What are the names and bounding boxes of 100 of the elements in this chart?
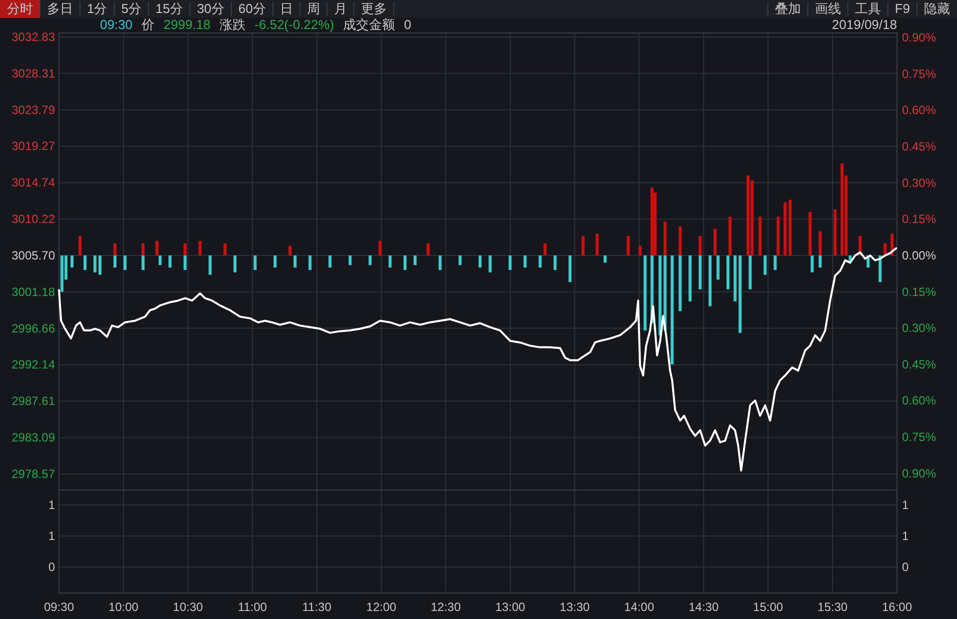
bar <box>124 255 127 270</box>
bar <box>582 236 585 256</box>
bar <box>142 255 145 270</box>
bar <box>678 255 682 312</box>
text: 15分 <box>155 1 183 16</box>
x-tick-label: 12:00 <box>366 600 397 614</box>
y2-tick-label: 0.30% <box>902 321 936 336</box>
x-tick-label: 11:30 <box>302 600 332 614</box>
text: 分时 <box>7 1 33 16</box>
text: 多日 <box>47 1 73 16</box>
text: 2999.18 <box>164 17 211 32</box>
bar <box>348 255 352 266</box>
bar <box>93 255 96 272</box>
bar <box>698 236 702 256</box>
y-tick-label: 2992.14 <box>12 358 56 372</box>
bar <box>776 216 780 256</box>
bar <box>544 243 547 256</box>
bar <box>508 255 512 270</box>
bar <box>878 255 882 282</box>
text: 隐藏 <box>924 1 950 16</box>
bar <box>834 209 837 256</box>
y-tick-label: 3019.27 <box>12 139 56 154</box>
bar <box>764 255 767 275</box>
bar <box>818 255 822 268</box>
x-tick-label: 15:30 <box>818 600 848 614</box>
bar <box>98 255 102 275</box>
bar <box>426 243 430 256</box>
bar <box>414 255 417 266</box>
bar <box>884 243 887 256</box>
text: 60分 <box>238 1 266 16</box>
bar <box>658 255 662 336</box>
bar <box>604 255 607 263</box>
bar <box>758 216 762 256</box>
y2-tick-label: 0.60% <box>902 103 936 118</box>
bar <box>78 236 82 256</box>
bar <box>458 255 462 266</box>
bar <box>294 255 297 268</box>
y2-tick-label: 0.45% <box>902 140 936 154</box>
y-tick-label: 3023.79 <box>12 102 56 117</box>
y-tick-label: 2978.57 <box>12 466 56 481</box>
bar <box>678 226 682 256</box>
y-tick-label: 3010.22 <box>12 212 56 226</box>
bar <box>168 255 172 268</box>
bar <box>714 228 717 256</box>
y-tick-label: 2996.66 <box>12 321 56 336</box>
bar <box>840 163 844 256</box>
y2-tick-label: 1 <box>902 498 909 512</box>
text: 涨跌 <box>220 17 246 32</box>
bar <box>524 255 527 268</box>
y-tick-label: 3005.70 <box>12 248 56 262</box>
bar <box>708 255 712 306</box>
x-tick-label: 16:00 <box>882 600 912 614</box>
bar <box>158 255 162 266</box>
bar <box>808 212 812 256</box>
y2-tick-label: 0.00% <box>902 248 936 262</box>
bar <box>716 255 720 280</box>
y2-tick-label: 0 <box>902 560 909 574</box>
y2-tick-label: 0.15% <box>902 212 936 226</box>
bar <box>784 202 787 256</box>
bar <box>328 255 332 268</box>
text: 更多 <box>360 1 387 16</box>
bar <box>818 231 822 256</box>
bar <box>70 255 74 268</box>
x-tick-label: 14:30 <box>688 600 719 614</box>
x-tick-label: 10:00 <box>108 600 139 614</box>
bar <box>208 255 212 275</box>
bar <box>650 188 654 256</box>
x-tick-label: 10:30 <box>172 600 204 614</box>
y-tick-label: 1 <box>48 498 56 512</box>
bar <box>728 216 732 256</box>
y-tick-label: 3001.18 <box>12 284 56 299</box>
bar <box>810 255 814 272</box>
bar <box>688 255 692 302</box>
y-tick-label: 2983.09 <box>12 430 56 445</box>
bar <box>113 243 116 256</box>
bar <box>198 240 202 256</box>
bar <box>233 255 236 272</box>
text: 价 <box>140 17 155 32</box>
text: -6.52(-0.22%) <box>254 17 334 32</box>
text: 周 <box>306 1 320 16</box>
text: 画线 <box>814 1 841 16</box>
x-tick-label: 13:30 <box>560 600 590 614</box>
bar <box>748 255 752 290</box>
bar <box>378 240 382 256</box>
bar <box>488 255 492 272</box>
bar <box>478 255 482 268</box>
bar <box>254 255 257 270</box>
bar <box>113 255 116 268</box>
x-tick-label: 14:00 <box>624 600 654 614</box>
text: 日 <box>280 1 293 16</box>
bar <box>788 200 792 256</box>
bar <box>670 255 674 364</box>
y-tick-label: 3028.31 <box>12 66 56 80</box>
bar <box>274 255 277 268</box>
text: F9 <box>894 1 910 16</box>
bar <box>438 255 442 270</box>
x-tick-label: 15:00 <box>753 600 784 614</box>
y2-tick-label: 1 <box>902 528 909 543</box>
y2-tick-label: 0.90% <box>902 466 936 480</box>
y2-tick-label: 0.60% <box>902 394 936 408</box>
